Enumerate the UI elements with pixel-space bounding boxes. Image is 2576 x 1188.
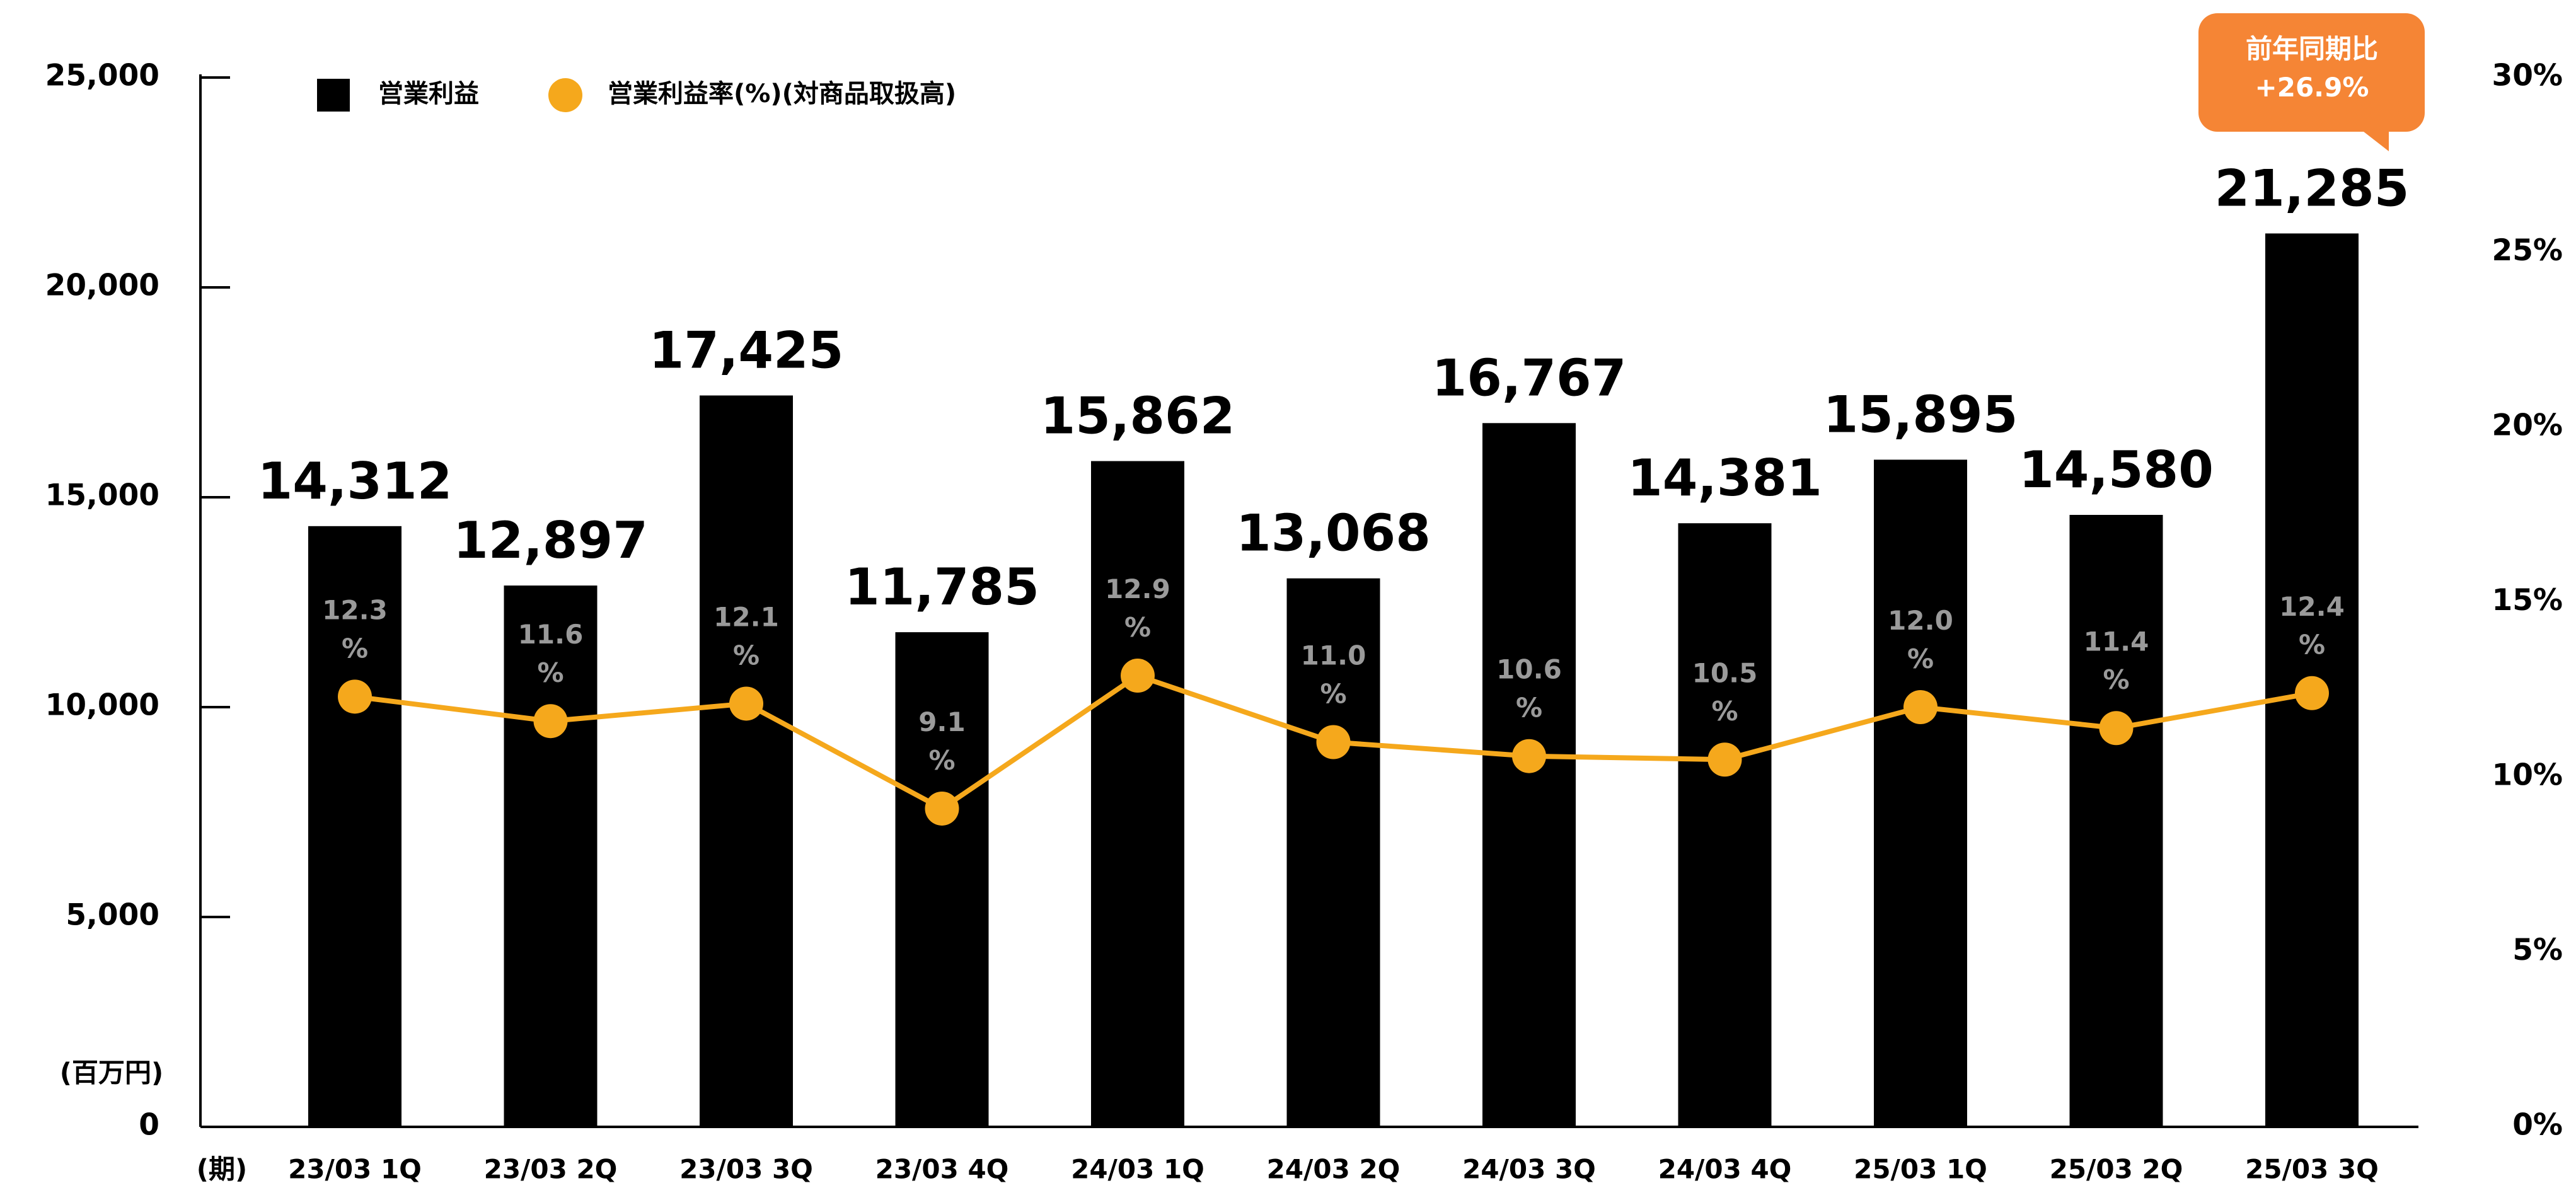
line-value-label: 12.1%: [713, 601, 779, 671]
x-tick-label: 23/03 3Q: [679, 1154, 813, 1185]
y-tick-label: 5,000: [66, 898, 159, 933]
bar: [1091, 461, 1184, 1127]
bar: [2069, 514, 2163, 1127]
callout-text: 前年同期比+26.9%: [2246, 33, 2378, 103]
line-point: [2295, 676, 2329, 710]
bar: [308, 526, 401, 1127]
bar-value-label: 17,425: [649, 321, 844, 379]
bar-value-label: 14,381: [1627, 449, 1822, 507]
y-tick-label: 20,000: [45, 268, 159, 303]
bar-value-label: 16,767: [1432, 349, 1627, 407]
line-point: [1903, 690, 1938, 724]
line-value-label: 12.4%: [2279, 591, 2345, 660]
bar: [700, 395, 793, 1127]
y2-tick-label: 10%: [2492, 758, 2563, 793]
bar-value-label: 12,897: [453, 511, 648, 570]
line-point: [533, 704, 568, 739]
y-tick-label: 10,000: [45, 688, 159, 723]
callout-pointer: [2360, 129, 2389, 151]
x-tick-label: 24/03 4Q: [1658, 1154, 1792, 1185]
y-tick-label: 0: [139, 1108, 159, 1143]
bar: [895, 632, 989, 1127]
x-tick-label: 23/03 4Q: [875, 1154, 1009, 1185]
legend-label: 営業利益率(%)(対商品取扱高): [608, 79, 956, 108]
legend-swatch: [317, 79, 350, 112]
bar: [504, 585, 598, 1127]
y-tick-label: 15,000: [45, 478, 159, 513]
line-value-label: 10.5%: [1692, 657, 1758, 727]
y2-tick-label: 15%: [2492, 583, 2563, 618]
line-point: [1316, 725, 1351, 759]
x-axis-label: (期): [197, 1154, 247, 1185]
line-point: [1512, 739, 1546, 773]
line-point: [338, 679, 372, 714]
bar: [1874, 459, 1967, 1127]
y2-tick-label: 25%: [2492, 233, 2563, 268]
y2-tick-label: 5%: [2512, 933, 2563, 967]
line-value-label: 11.6%: [518, 619, 584, 688]
y2-tick-label: 0%: [2512, 1108, 2563, 1143]
line-value-label: 12.9%: [1105, 574, 1170, 643]
x-tick-label: 24/03 3Q: [1462, 1154, 1596, 1185]
callout-box: [2198, 13, 2425, 132]
bar-value-label: 21,285: [2215, 159, 2410, 217]
bar-value-label: 14,580: [2019, 441, 2214, 499]
line-value-label: 9.1%: [918, 706, 965, 775]
line-point: [2099, 711, 2134, 746]
x-tick-label: 25/03 1Q: [1854, 1154, 1987, 1185]
y-axis-label: (百万円): [60, 1058, 163, 1088]
bar-value-label: 14,312: [258, 452, 453, 510]
line-point: [1707, 742, 1742, 777]
y2-tick-label: 30%: [2492, 59, 2563, 93]
x-tick-label: 24/03 1Q: [1071, 1154, 1204, 1185]
x-tick-label: 25/03 3Q: [2245, 1154, 2379, 1185]
line-point: [729, 686, 763, 721]
y2-tick-label: 20%: [2492, 408, 2563, 443]
line-value-label: 12.3%: [322, 594, 388, 664]
legend-swatch: [548, 78, 582, 112]
line-point: [1121, 659, 1155, 693]
bar-value-label: 13,068: [1236, 504, 1431, 563]
line-value-label: 11.4%: [2084, 626, 2149, 695]
x-tick-label: 25/03 2Q: [2050, 1154, 2183, 1185]
line-value-label: 10.6%: [1496, 654, 1562, 723]
x-tick-label: 24/03 2Q: [1267, 1154, 1401, 1185]
bar: [1482, 423, 1576, 1127]
line-value-label: 12.0%: [1888, 605, 1953, 674]
y-tick-label: 25,000: [45, 59, 159, 93]
bar-value-label: 15,862: [1041, 387, 1235, 446]
x-tick-label: 23/03 2Q: [484, 1154, 618, 1185]
bar-value-label: 15,895: [1823, 385, 2018, 444]
line-point: [925, 791, 959, 826]
x-tick-label: 23/03 1Q: [288, 1154, 422, 1185]
bar-value-label: 11,785: [845, 558, 1039, 616]
legend-label: 営業利益: [378, 79, 479, 108]
bar: [1286, 578, 1380, 1127]
line-value-label: 11.0%: [1301, 640, 1366, 709]
bar: [1678, 523, 1772, 1127]
